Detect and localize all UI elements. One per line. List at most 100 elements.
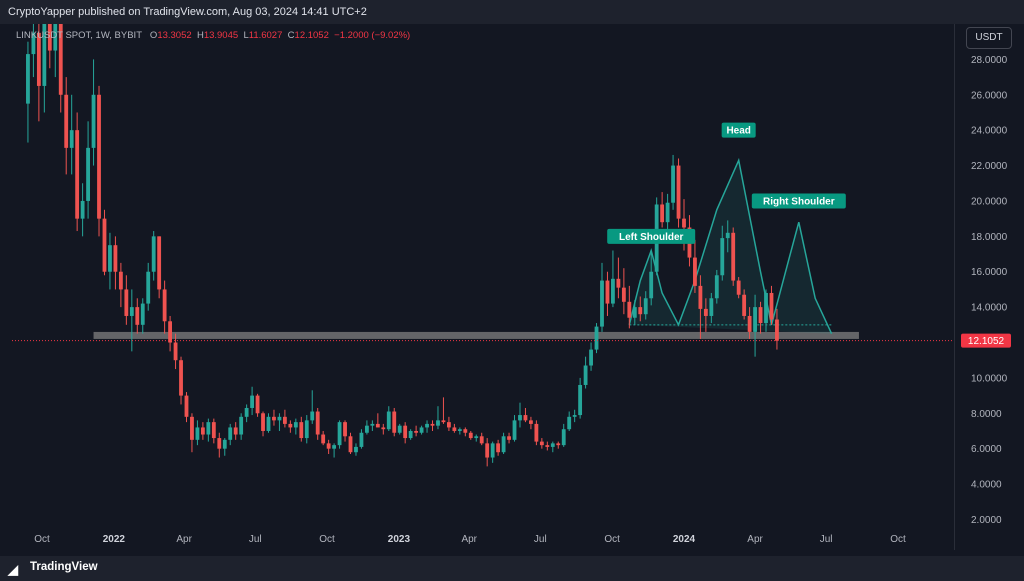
candle-body bbox=[578, 384, 583, 416]
candle-body bbox=[370, 423, 375, 426]
x-tick-label: Apr bbox=[461, 534, 477, 545]
candle bbox=[649, 252, 654, 306]
candle-body bbox=[397, 425, 402, 433]
candle-body bbox=[747, 315, 752, 332]
tradingview-brand[interactable]: TradingView bbox=[30, 561, 98, 573]
candle-body bbox=[452, 427, 457, 431]
candle-body bbox=[507, 436, 511, 440]
candle-body bbox=[53, 24, 58, 51]
candle-body bbox=[375, 423, 380, 428]
candle bbox=[731, 227, 736, 286]
candle-body bbox=[244, 407, 249, 417]
candle-body bbox=[446, 422, 451, 428]
x-tick-label: Jul bbox=[249, 534, 262, 545]
candle bbox=[764, 289, 768, 332]
pattern-label-text: Right Shoulder bbox=[763, 196, 835, 207]
candle bbox=[463, 427, 468, 437]
candle bbox=[474, 434, 479, 442]
price-axis[interactable] bbox=[954, 24, 1017, 550]
open-value: 13.3052 bbox=[157, 30, 192, 41]
candle-body bbox=[490, 443, 495, 458]
candle-body bbox=[108, 245, 112, 272]
currency-button[interactable]: USDT bbox=[966, 27, 1012, 49]
candle bbox=[758, 301, 763, 334]
candle bbox=[616, 257, 621, 299]
high-label: H bbox=[196, 30, 204, 41]
last-price-tag: 12.1052 bbox=[961, 333, 1011, 348]
candle-body bbox=[162, 289, 167, 322]
candle-body bbox=[725, 232, 730, 239]
candle bbox=[190, 413, 194, 453]
candle-body bbox=[501, 436, 506, 453]
candle-body bbox=[457, 429, 462, 431]
candle-body bbox=[250, 395, 255, 408]
candle-body bbox=[649, 271, 654, 299]
candle-body bbox=[753, 307, 757, 332]
candle-body bbox=[288, 423, 293, 428]
candle-body bbox=[605, 280, 610, 304]
y-tick-label: 24.0000 bbox=[971, 126, 1008, 137]
candle bbox=[195, 420, 200, 446]
candle bbox=[775, 308, 779, 350]
candle bbox=[594, 323, 599, 354]
candle bbox=[583, 356, 588, 389]
candle-body bbox=[47, 24, 52, 51]
candle bbox=[769, 285, 774, 325]
candle bbox=[151, 231, 156, 281]
tradingview-logo-icon[interactable]: ◢ bbox=[8, 562, 18, 577]
candle-body bbox=[468, 432, 473, 439]
candle-body bbox=[118, 271, 123, 290]
candle bbox=[693, 239, 697, 293]
candle-body bbox=[403, 425, 408, 439]
candle bbox=[217, 432, 222, 458]
candle-body bbox=[638, 307, 643, 315]
y-tick-label: 20.0000 bbox=[971, 196, 1008, 207]
candle-body bbox=[600, 280, 604, 327]
candle bbox=[485, 438, 490, 467]
symbol-name[interactable]: LINKUSDT SPOT, 1W, BYBIT bbox=[16, 30, 142, 41]
candle bbox=[108, 232, 112, 290]
chart-pane[interactable] bbox=[12, 24, 954, 550]
low-value: 11.6027 bbox=[248, 30, 283, 41]
candle-body bbox=[392, 411, 397, 433]
candle bbox=[403, 422, 408, 444]
support-zone bbox=[93, 331, 859, 339]
candle-body bbox=[512, 420, 517, 440]
head-and-shoulders-fill bbox=[629, 160, 832, 334]
candle-body bbox=[343, 422, 347, 437]
x-tick-label: 2023 bbox=[388, 534, 411, 545]
candle bbox=[414, 425, 419, 437]
candle-body bbox=[441, 420, 446, 423]
candle-body bbox=[381, 427, 386, 430]
candle-body bbox=[140, 303, 145, 325]
candle bbox=[184, 392, 189, 423]
candle-body bbox=[293, 422, 298, 428]
candle-body bbox=[272, 416, 276, 421]
y-tick-label: 10.0000 bbox=[971, 373, 1008, 384]
candle bbox=[611, 250, 615, 308]
candle bbox=[436, 406, 440, 430]
x-tick-label: Oct bbox=[34, 534, 50, 545]
candle-body bbox=[26, 54, 30, 104]
candle bbox=[244, 404, 249, 423]
candle bbox=[288, 420, 293, 433]
candle-body bbox=[315, 411, 320, 435]
candle bbox=[200, 422, 205, 440]
candle bbox=[97, 85, 101, 237]
candle-body bbox=[561, 429, 566, 446]
candle bbox=[321, 430, 326, 446]
candle bbox=[42, 24, 47, 113]
candle-body bbox=[277, 416, 282, 421]
candle bbox=[239, 413, 244, 440]
candle-body bbox=[408, 430, 413, 439]
candle-body bbox=[184, 395, 189, 417]
candle bbox=[129, 289, 134, 352]
candle bbox=[293, 418, 298, 435]
y-tick-label: 18.0000 bbox=[971, 232, 1008, 243]
candle-body bbox=[736, 280, 741, 295]
candle-body bbox=[758, 307, 763, 324]
candle-body bbox=[627, 301, 632, 318]
candle-body bbox=[113, 245, 118, 272]
candle bbox=[621, 268, 626, 315]
